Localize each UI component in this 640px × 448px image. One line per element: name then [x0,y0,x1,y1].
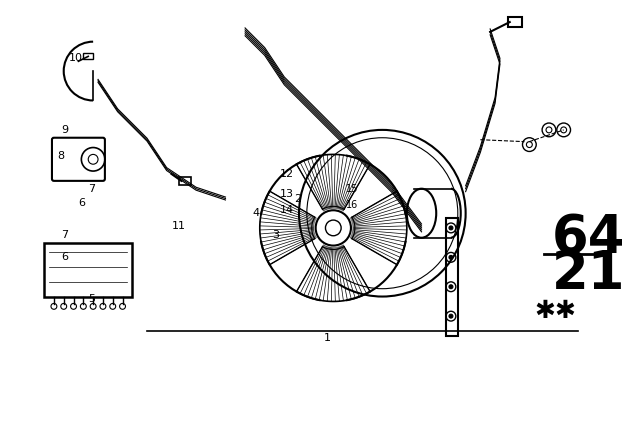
Text: 8: 8 [57,151,64,161]
Text: 21: 21 [552,248,625,300]
Text: 14: 14 [280,205,294,215]
Text: 10: 10 [68,53,83,63]
Circle shape [449,314,453,318]
Circle shape [546,127,552,133]
Text: ✱✱: ✱✱ [534,299,576,323]
Circle shape [561,127,566,133]
Text: 9: 9 [61,125,68,135]
Text: 4: 4 [253,208,260,218]
Text: 11: 11 [172,221,186,231]
Text: 6: 6 [79,198,85,208]
Text: 5: 5 [88,293,95,303]
Text: 7: 7 [61,230,68,240]
Text: 6: 6 [61,252,68,263]
Text: 3: 3 [273,230,280,240]
Text: 16: 16 [346,200,358,211]
Circle shape [449,226,453,230]
Circle shape [449,285,453,289]
Text: 15: 15 [346,184,358,194]
Text: 64: 64 [552,212,625,264]
Circle shape [527,142,532,147]
Text: 2: 2 [294,194,301,203]
Circle shape [449,255,453,259]
Text: 7: 7 [88,184,95,194]
Text: 12: 12 [280,169,294,179]
Text: 13: 13 [280,189,293,198]
Text: 1: 1 [323,333,330,343]
